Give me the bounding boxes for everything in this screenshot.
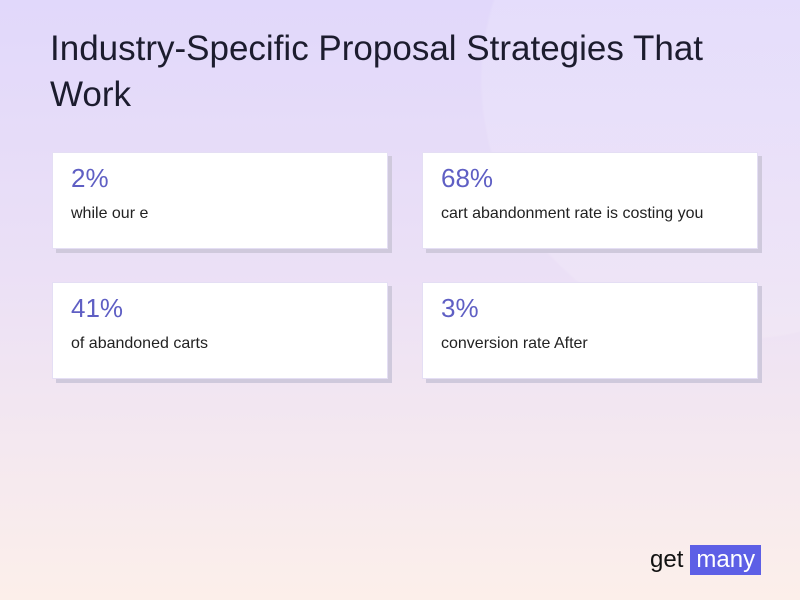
stat-card: 68% cart abandonment rate is costing you bbox=[422, 152, 758, 249]
stat-description: while our e bbox=[71, 205, 149, 222]
stat-card: 3% conversion rate After bbox=[422, 282, 758, 379]
logo-text-get: get bbox=[650, 546, 684, 573]
stat-description: conversion rate After bbox=[441, 335, 588, 352]
stat-value: 2% bbox=[71, 163, 109, 193]
stat-card: 2% while our e bbox=[52, 152, 388, 249]
stat-value: 68% bbox=[441, 163, 494, 193]
stat-value: 3% bbox=[441, 293, 479, 323]
stat-description: of abandoned carts bbox=[71, 335, 208, 352]
brand-logo: get many bbox=[650, 545, 762, 575]
stat-card: 41% of abandoned carts bbox=[52, 282, 388, 379]
stat-value: 41% bbox=[71, 293, 124, 323]
logo-text-many: many bbox=[690, 545, 762, 575]
page-title: Industry-Specific Proposal Strategies Th… bbox=[50, 29, 704, 114]
stat-description: cart abandonment rate is costing you bbox=[441, 205, 704, 222]
